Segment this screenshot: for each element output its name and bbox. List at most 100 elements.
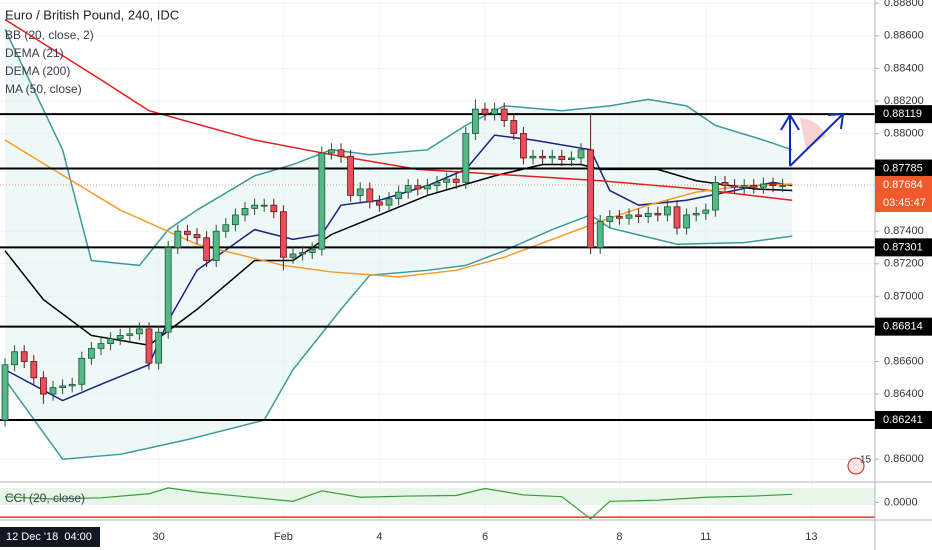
- band-fill: [5, 29, 793, 460]
- candle-body: [231, 214, 239, 226]
- candle-body: [712, 181, 719, 211]
- candle-body: [616, 216, 623, 219]
- legend-entry: DEMA (21): [5, 46, 64, 60]
- y-tick-label: 0.86600: [884, 355, 924, 367]
- legend-entry: MA (50, close): [5, 82, 82, 96]
- candle-body: [222, 224, 230, 232]
- chart-title: Euro / British Pound, 240, IDC: [5, 7, 179, 22]
- candle-body: [577, 149, 585, 159]
- x-tick-label: 4: [376, 531, 382, 543]
- candle-body: [299, 251, 307, 255]
- drawing-arrowhead: [827, 112, 845, 130]
- candle-body: [193, 234, 201, 239]
- cursor-label-box: [0, 527, 100, 547]
- candle-body: [135, 328, 143, 335]
- level-label-box: [875, 238, 932, 257]
- candle-body: [30, 361, 38, 379]
- drawing-arc: [800, 118, 826, 150]
- candle-body: [433, 181, 441, 187]
- candle-body: [203, 237, 211, 261]
- candle-body: [59, 385, 66, 388]
- level-label-box: [875, 105, 932, 124]
- candle-body: [97, 343, 105, 349]
- candle-body: [443, 178, 451, 183]
- candle-body: [270, 204, 278, 213]
- candle-body: [654, 212, 662, 216]
- candle-body: [164, 247, 172, 333]
- candle-body: [769, 183, 777, 187]
- x-tick-label: 8: [616, 531, 622, 543]
- x-tick-label: 6: [482, 531, 488, 543]
- level-label-box: [875, 410, 932, 429]
- candle-body: [721, 181, 729, 187]
- flag-icon[interactable]: [847, 457, 865, 475]
- level-label: 0.87301: [883, 241, 923, 253]
- x-tick-label: 30: [152, 531, 164, 543]
- candle-body: [625, 214, 633, 219]
- indicator-line: [4, 214, 793, 460]
- candle-body: [40, 377, 47, 395]
- candle-body: [635, 214, 642, 217]
- band-fill-group: [5, 29, 793, 460]
- badge-count[interactable]: 15: [860, 455, 872, 466]
- candle-body: [702, 209, 710, 214]
- candle-body: [155, 331, 163, 364]
- y-tick-label: 0.88600: [884, 30, 924, 42]
- price-axis: 0.86000 0.86400 0.86600 0.87000 0.87200 0.874…: [875, 0, 932, 508]
- candle-body: [327, 149, 335, 154]
- level-label: 0.86814: [883, 321, 923, 333]
- indicator-line: [4, 28, 793, 267]
- candle-body: [587, 149, 594, 248]
- candle-body: [520, 133, 527, 159]
- candle-body: [145, 328, 153, 364]
- indicator-line: [4, 139, 793, 278]
- candle-body: [491, 108, 499, 115]
- cci-line: [4, 487, 793, 520]
- levels: [0, 113, 875, 421]
- level-label-box: [875, 159, 932, 178]
- candle-body: [596, 221, 604, 248]
- indicator-line: [4, 163, 793, 347]
- y-tick-label: 0.87400: [884, 225, 924, 237]
- candle-body: [750, 185, 758, 188]
- candle-body: [740, 185, 748, 188]
- candle-body: [500, 108, 508, 121]
- candle-body: [760, 183, 767, 188]
- last-price-label: 0.87684: [883, 179, 923, 191]
- candle-body: [308, 248, 316, 253]
- candle-body: [510, 120, 518, 134]
- candles: [1, 99, 786, 427]
- candle-body: [289, 253, 297, 258]
- candle-body: [1, 364, 9, 421]
- level-label: 0.87785: [883, 162, 923, 174]
- candle-body: [183, 230, 191, 235]
- candle-body: [548, 155, 556, 159]
- candle-body: [251, 204, 259, 209]
- candle-body: [279, 211, 287, 258]
- candle-body: [49, 387, 57, 395]
- candle-body: [404, 185, 412, 193]
- candle-body: [88, 348, 95, 359]
- cci-legend: CCI (20, close): [5, 491, 85, 505]
- y-tick-label: 0.86000: [884, 453, 924, 465]
- legend-entry: BB (20, close, 2): [5, 28, 94, 42]
- cursor-label: 12 Dec '18 04:00: [6, 531, 92, 543]
- candle-body: [452, 178, 460, 183]
- candle-body: [529, 155, 537, 159]
- candle-body: [539, 155, 546, 159]
- candle-body: [375, 201, 383, 206]
- candle-body: [644, 212, 652, 217]
- candle-body: [107, 338, 114, 344]
- candle-body: [414, 185, 422, 190]
- candle-body: [683, 214, 690, 229]
- candle-body: [356, 188, 364, 196]
- y-tick-label: 0.87000: [884, 290, 924, 302]
- candle-body: [471, 108, 479, 134]
- candle-body: [212, 230, 220, 261]
- candle-body: [423, 185, 431, 190]
- candle-body: [568, 157, 575, 160]
- candle-body: [692, 212, 700, 216]
- level-label-box: [875, 317, 932, 336]
